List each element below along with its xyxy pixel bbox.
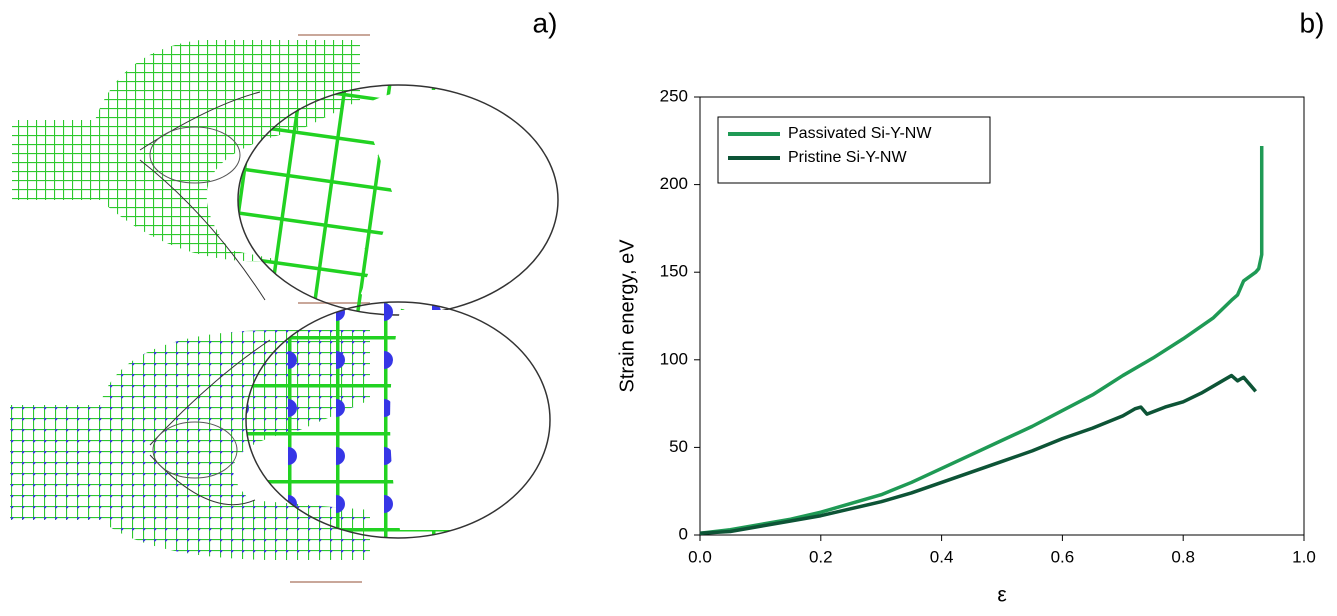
x-tick-label: 0.6 (1051, 547, 1075, 566)
panel-label: a) (533, 7, 558, 38)
x-tick-label: 0.0 (688, 547, 712, 566)
chart: 0 50 100 150 200 250 0.0 0.2 0.4 0.6 0.8 1.0 ε Strain… (616, 86, 1316, 606)
y-tick-label: 200 (660, 174, 688, 193)
y-tick-label: 150 (660, 262, 688, 281)
x-tick-label: 1.0 (1292, 547, 1316, 566)
x-axis-title: ε (997, 584, 1006, 607)
legend-label: Pristine Si-Y-NW (788, 149, 907, 166)
figure: a) b) 0 50 100 150 200 250 0.0 0.2 0.4 0.6 0.8 1.0 ε… (0, 0, 1337, 611)
y-tick-label: 100 (660, 349, 688, 368)
x-tick-label: 0.4 (930, 547, 954, 566)
panel-a-image (10, 35, 625, 582)
data-line (700, 146, 1262, 533)
panel-label: b) (1300, 7, 1325, 38)
legend-label: Passivated Si-Y-NW (788, 125, 932, 142)
x-tick-label: 0.2 (809, 547, 833, 566)
y-axis-title: Strain energy, eV (616, 239, 638, 393)
x-tick-label: 0.8 (1171, 547, 1195, 566)
y-tick-label: 0 (679, 524, 688, 543)
y-tick-label: 250 (660, 86, 688, 105)
y-tick-label: 50 (669, 437, 688, 456)
data-line (700, 376, 1256, 534)
